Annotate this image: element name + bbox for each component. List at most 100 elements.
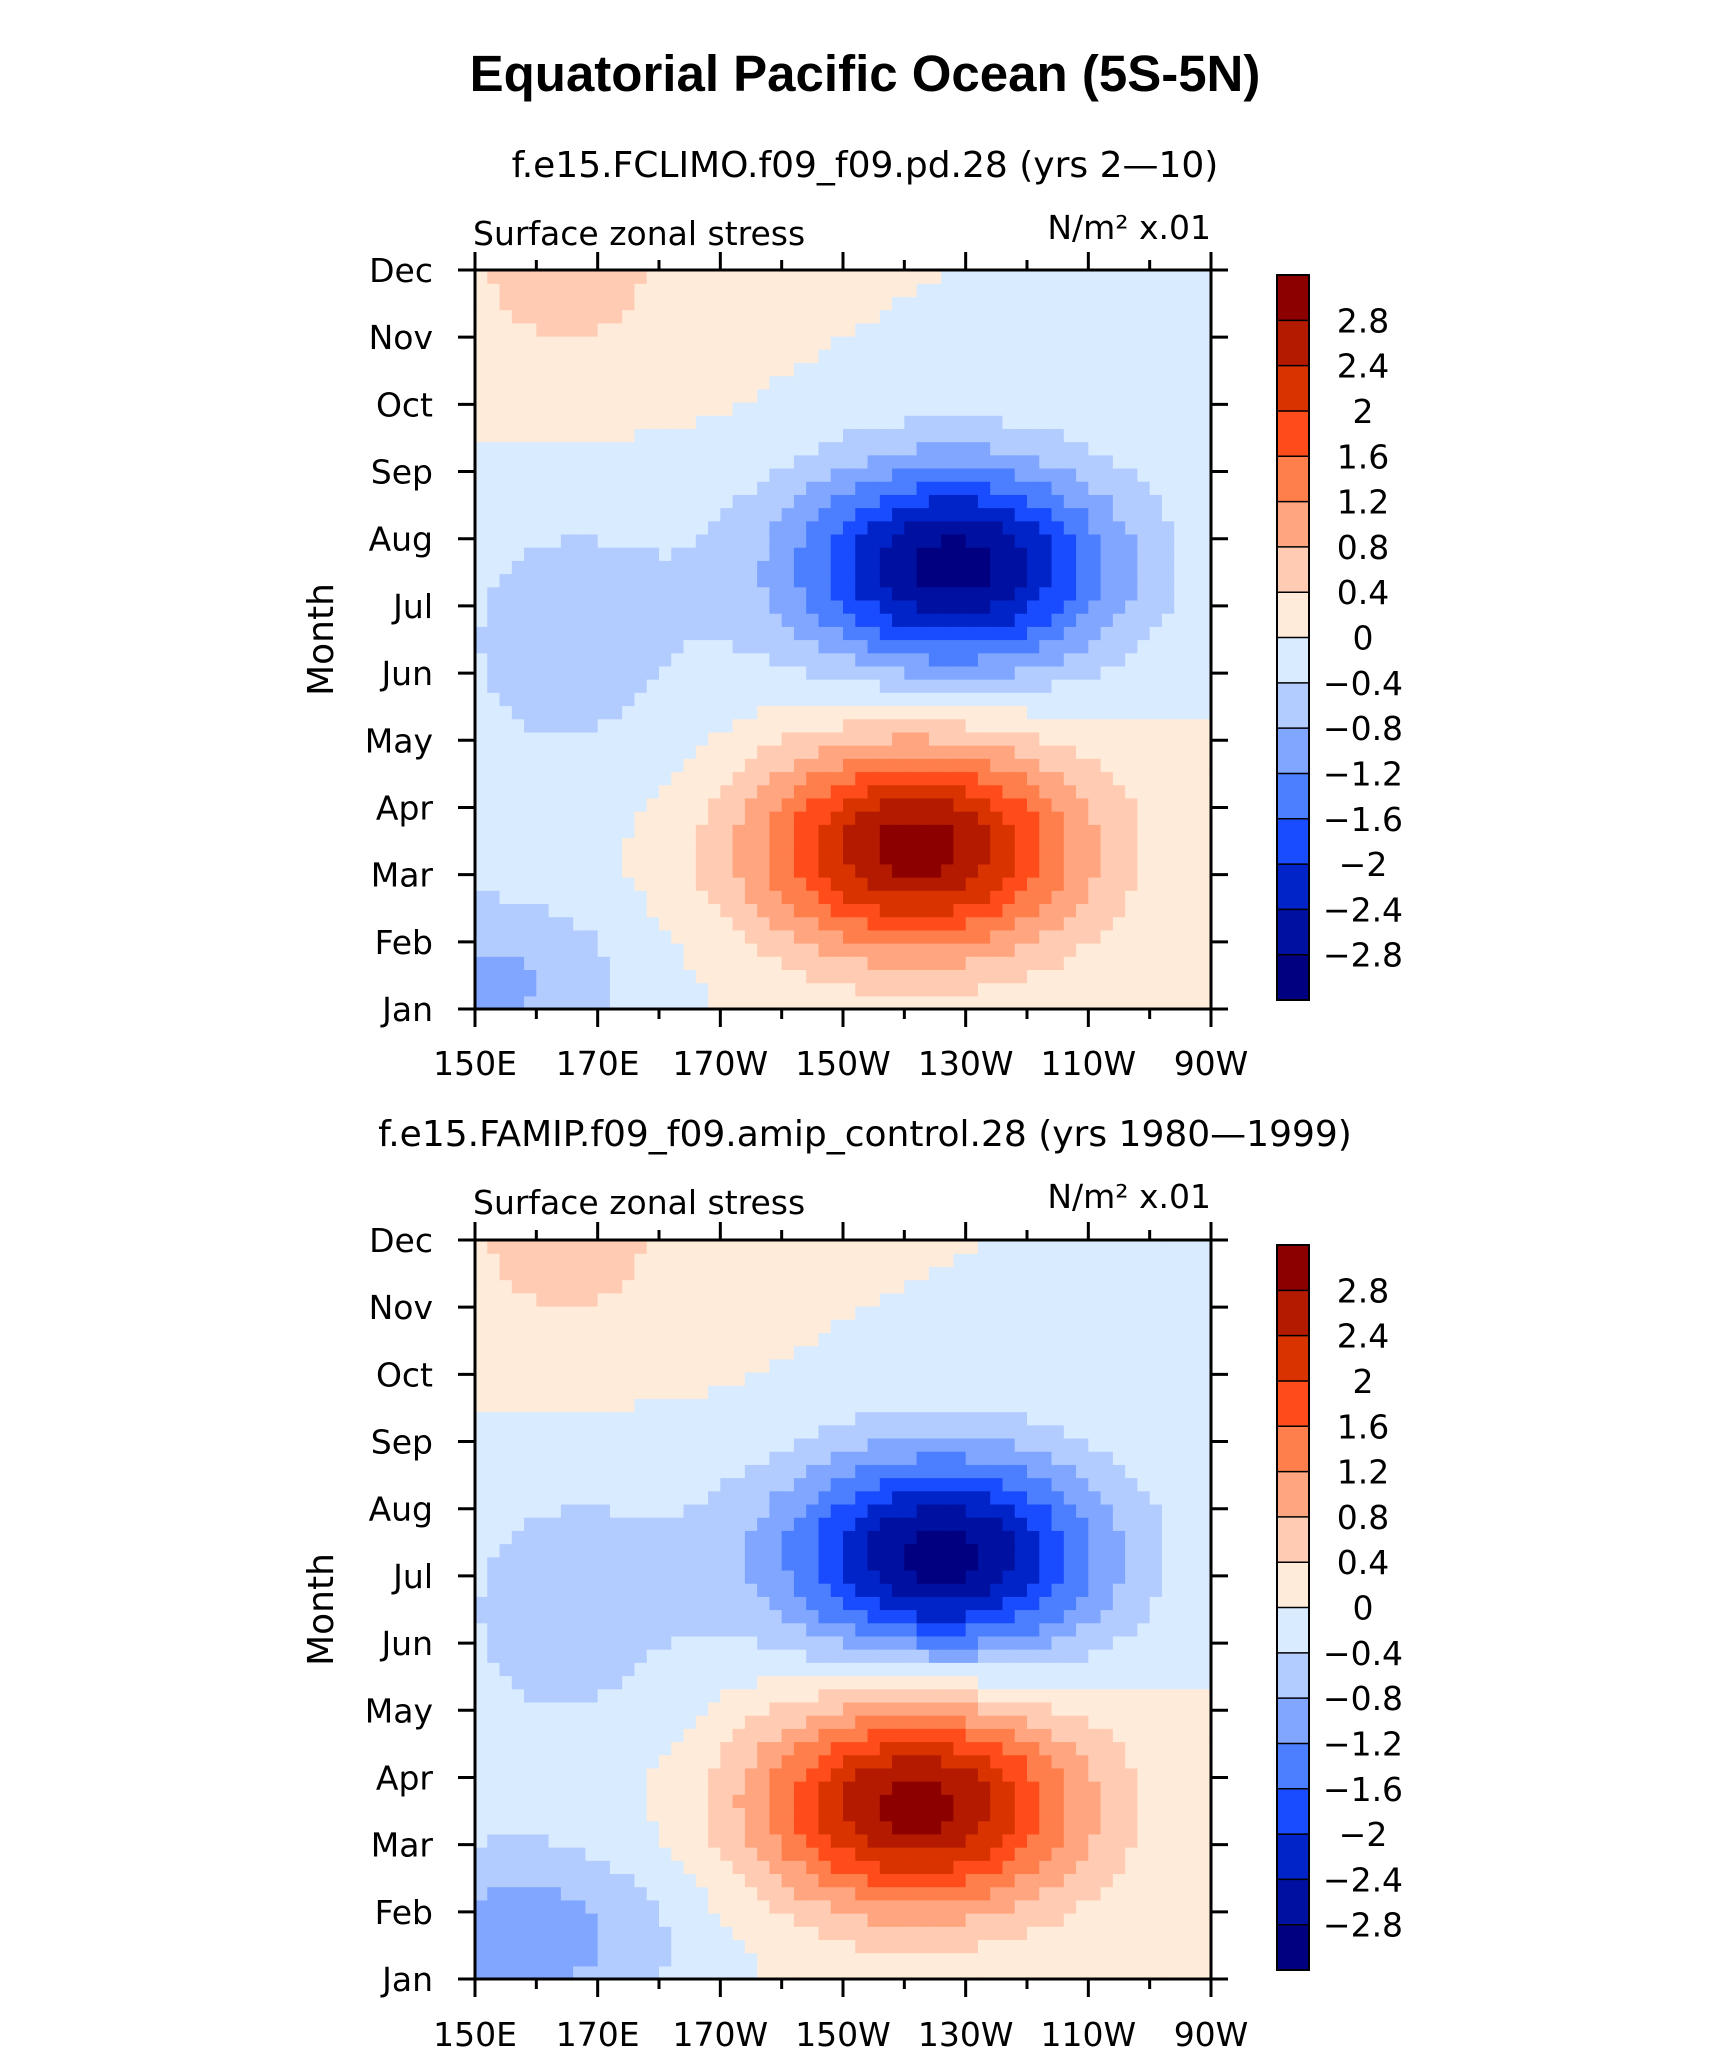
field-cell — [695, 283, 709, 297]
field-cell — [536, 705, 550, 720]
field-cell — [793, 1715, 807, 1729]
field-cell — [806, 270, 820, 284]
field-cell — [793, 1820, 807, 1835]
field-cell — [1039, 388, 1053, 403]
field-cell — [511, 1913, 525, 1927]
field-cell — [1076, 467, 1089, 482]
field-cell — [646, 507, 660, 522]
field-cell — [977, 850, 991, 865]
field-cell — [1002, 362, 1016, 377]
field-cell — [781, 309, 795, 324]
field-cell — [487, 520, 501, 535]
field-cell — [548, 969, 562, 984]
field-cell — [720, 454, 734, 469]
field-cell — [781, 1952, 795, 1967]
field-cell — [683, 1596, 697, 1611]
field-cell — [892, 850, 905, 865]
field-cell — [511, 956, 525, 971]
field-cell — [560, 995, 574, 1010]
field-cell — [1137, 731, 1151, 746]
field-cell — [585, 903, 599, 918]
field-cell — [487, 1292, 501, 1307]
field-cell — [671, 1583, 685, 1597]
field-cell — [1063, 586, 1077, 601]
field-cell — [683, 388, 697, 403]
field-cell — [536, 1305, 550, 1320]
field-cell — [548, 309, 562, 324]
field-cell — [536, 1371, 550, 1386]
field-cell — [867, 560, 881, 575]
field-cell — [634, 1411, 648, 1426]
field-cell — [475, 1622, 488, 1637]
field-cell — [1149, 599, 1163, 614]
field-cell — [879, 494, 893, 509]
field-cell — [1174, 863, 1188, 878]
field-cell — [904, 375, 918, 390]
field-cell — [573, 929, 586, 944]
field-cell — [487, 824, 501, 839]
field-cell — [708, 1319, 721, 1333]
field-cell — [487, 1240, 501, 1254]
field-cell — [634, 1477, 648, 1492]
field-cell — [548, 956, 562, 971]
field-cell — [977, 573, 991, 588]
field-cell — [671, 811, 685, 825]
field-cell — [916, 481, 930, 495]
field-cell — [622, 1583, 636, 1597]
field-cell — [806, 929, 820, 944]
field-cell — [1051, 415, 1065, 429]
field-cell — [597, 481, 611, 495]
field-cell — [757, 995, 770, 1010]
field-cell — [781, 349, 795, 363]
field-cell — [941, 929, 954, 944]
field-cell — [928, 467, 942, 482]
field-cell — [524, 863, 537, 878]
field-cell — [990, 943, 1004, 957]
field-cell — [1088, 335, 1102, 350]
field-cell — [904, 916, 918, 931]
field-cell — [597, 1358, 611, 1373]
field-cell — [1039, 731, 1053, 746]
field-cell — [695, 270, 709, 284]
field-cell — [659, 1319, 672, 1333]
field-cell — [1112, 692, 1126, 707]
field-cell — [475, 520, 488, 535]
field-cell — [536, 309, 550, 324]
field-cell — [757, 1715, 770, 1729]
field-cell — [941, 877, 954, 891]
field-cell — [695, 415, 709, 429]
field-cell — [769, 771, 783, 786]
field-cell — [1088, 639, 1102, 654]
field-cell — [818, 811, 832, 825]
field-cell — [1063, 877, 1077, 891]
field-cell — [916, 943, 930, 957]
field-cell — [757, 745, 770, 759]
field-cell — [757, 956, 770, 971]
field-cell — [1088, 322, 1102, 337]
field-cell — [1186, 652, 1200, 667]
field-cell — [695, 1833, 709, 1848]
units-label: N/m² x.01 — [1047, 208, 1211, 247]
field-cell — [744, 1781, 758, 1795]
field-cell — [499, 969, 513, 984]
field-cell — [781, 1371, 795, 1386]
field-cell — [511, 824, 525, 839]
field-cell — [597, 1701, 611, 1716]
field-cell — [1014, 665, 1028, 680]
field-cell — [585, 1240, 599, 1254]
field-cell — [511, 401, 525, 416]
field-cell — [659, 1728, 672, 1743]
field-cell — [597, 824, 611, 839]
field-cell — [1039, 573, 1053, 588]
field-cell — [744, 441, 758, 456]
field-cell — [524, 1754, 537, 1769]
field-cell — [977, 283, 991, 297]
field-cell — [683, 1332, 697, 1347]
field-cell — [536, 1477, 550, 1492]
field-cell — [843, 428, 856, 443]
field-cell — [830, 679, 844, 693]
field-cell — [622, 388, 636, 403]
field-cell — [1039, 454, 1053, 469]
field-cell — [843, 388, 856, 403]
field-cell — [573, 309, 586, 324]
